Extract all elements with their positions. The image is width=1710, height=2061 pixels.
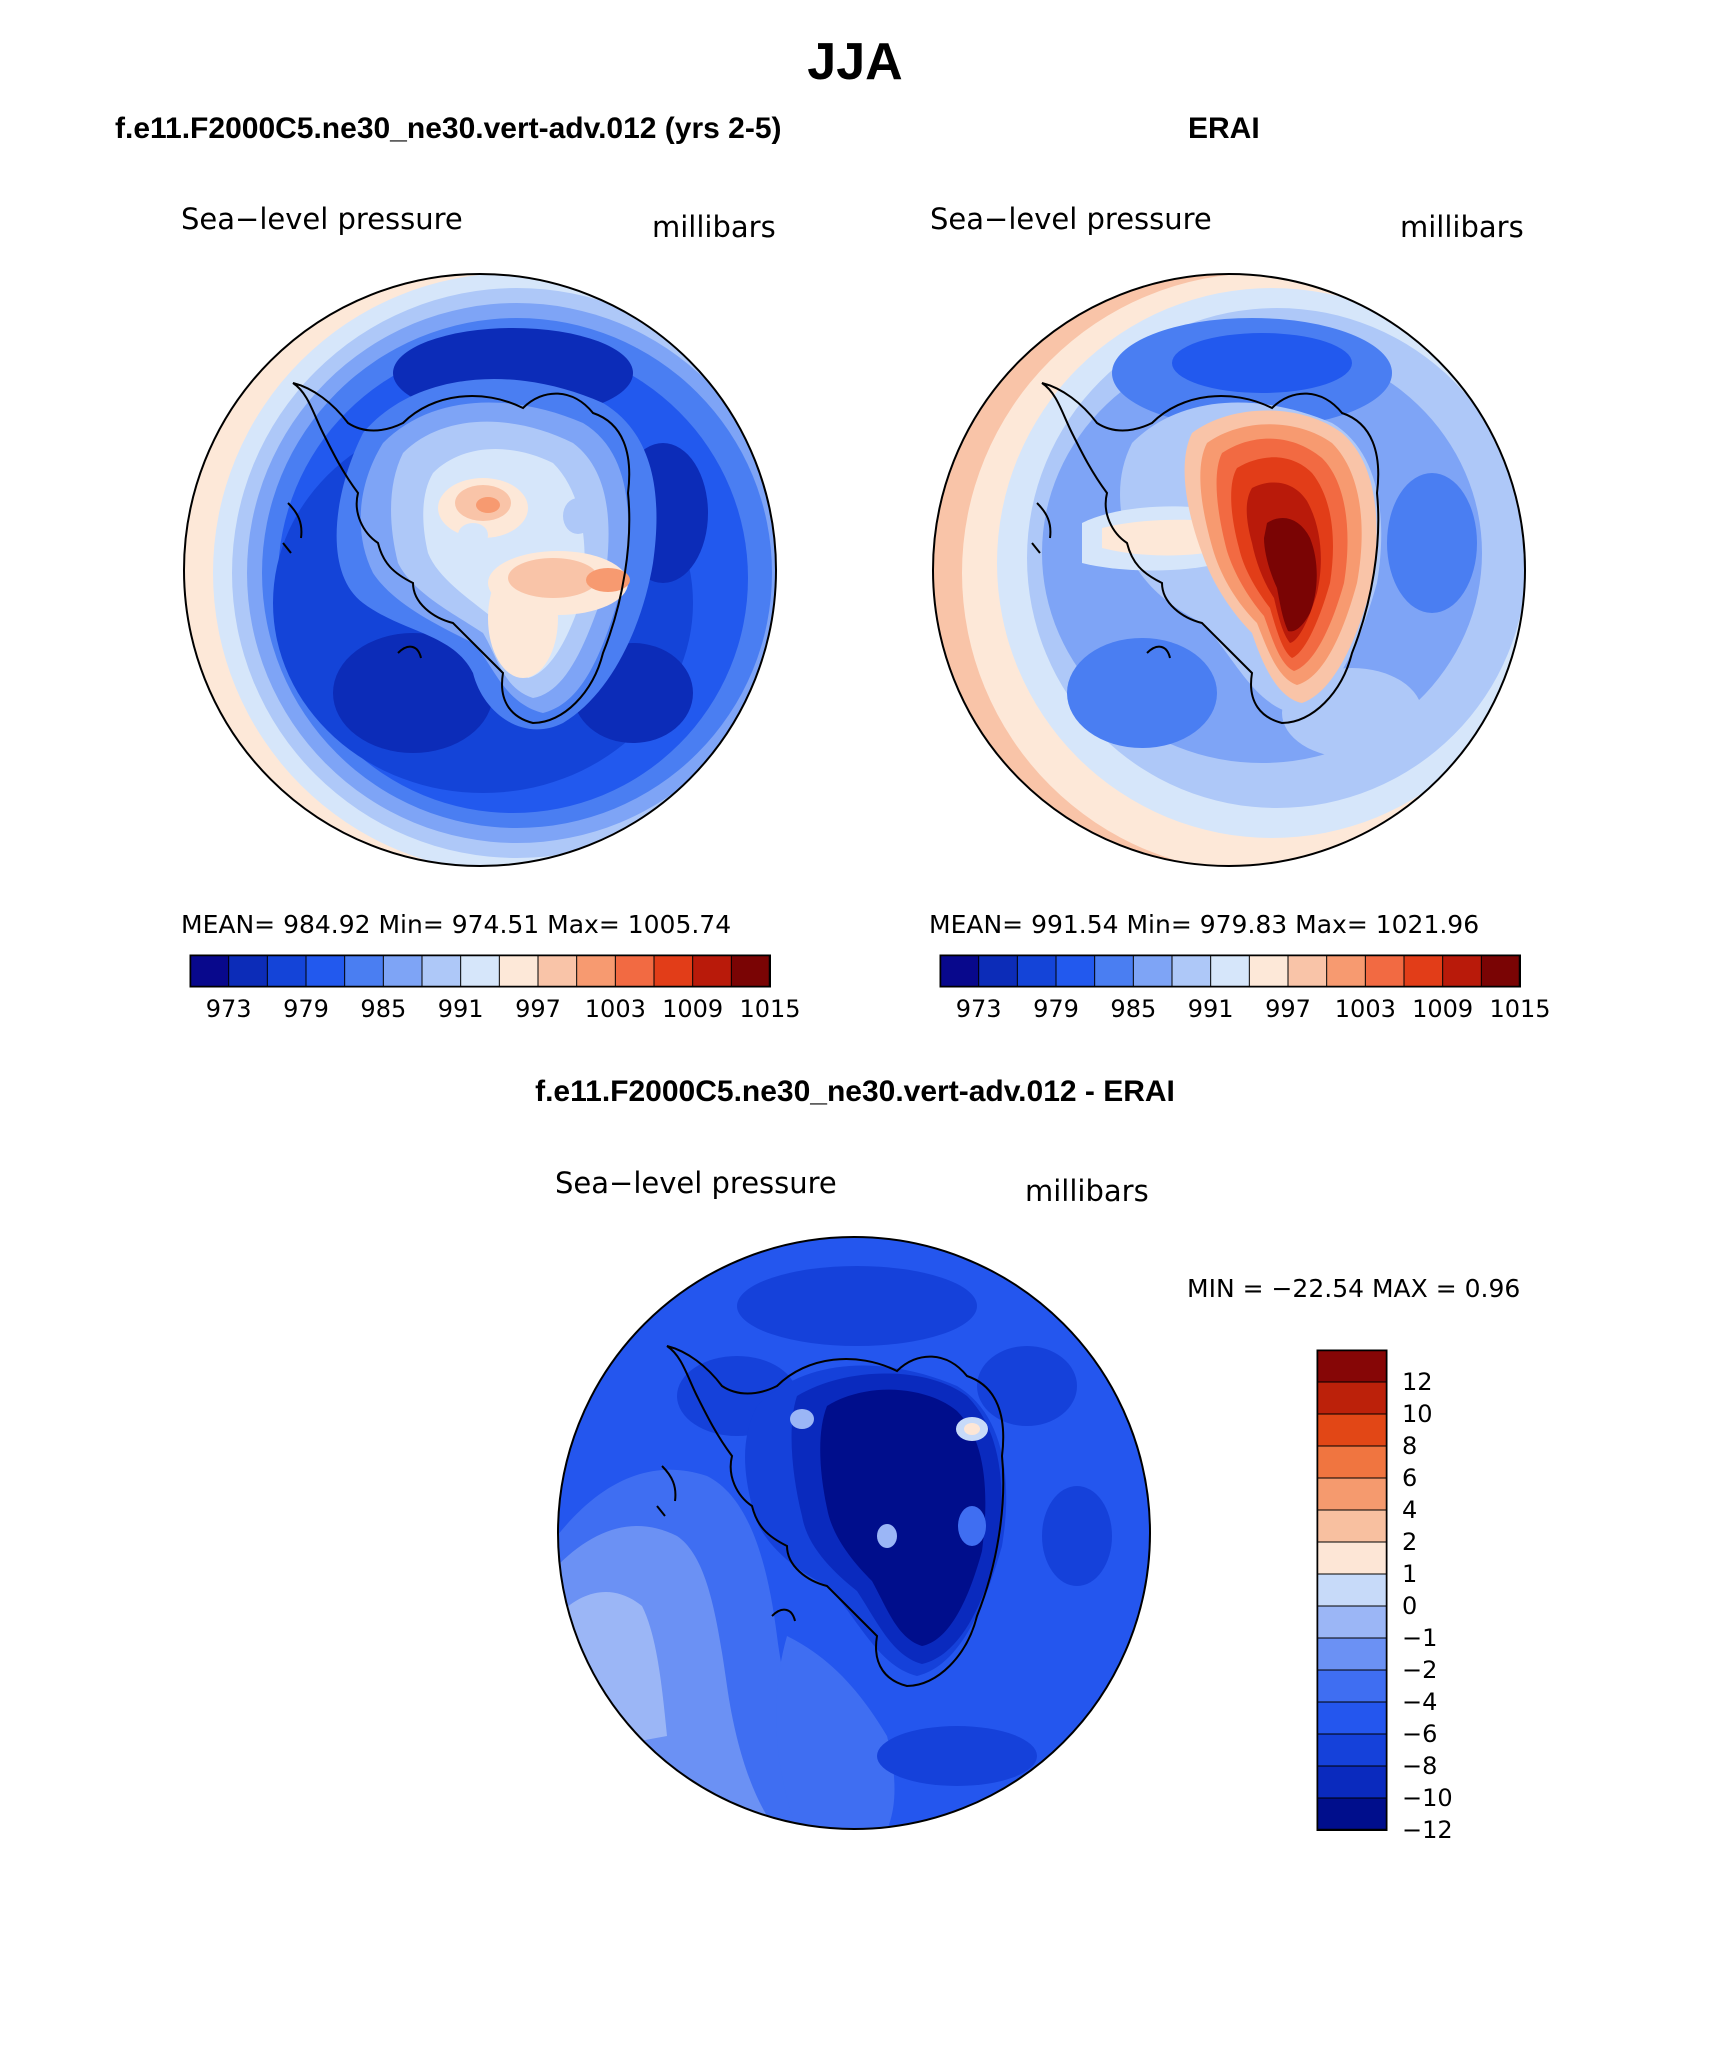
panel2-colorbar-swatch xyxy=(1442,954,1483,988)
panel2-map xyxy=(932,273,1526,867)
panel2-colorbar-swatch xyxy=(1287,954,1328,988)
panel2-colorbar xyxy=(939,954,1521,988)
panel2-colorbar-swatch xyxy=(1055,954,1096,988)
panel2-colorbar-swatch xyxy=(1364,954,1406,988)
panel3-colorbar-swatch xyxy=(1316,1637,1388,1671)
panel1-colorbar-swatch xyxy=(653,954,694,988)
panel3-colorbar-tick-label: −8 xyxy=(1402,1752,1438,1780)
panel1-colorbar-tick-label: 1015 xyxy=(739,995,801,1023)
panel2-colorbar-swatch xyxy=(1326,954,1367,988)
panel1-colorbar-swatch xyxy=(344,954,385,988)
panel3-colorbar-swatch xyxy=(1316,1797,1388,1831)
panel2-variable-label: Sea−level pressure xyxy=(930,202,1212,236)
panel2-units-label: millibars xyxy=(1400,210,1524,244)
panel1-colorbar-tick-label: 991 xyxy=(437,995,484,1023)
panel3-variable-label: Sea−level pressure xyxy=(555,1166,837,1200)
panel2-colorbar-swatch xyxy=(1132,954,1173,988)
panel3-map xyxy=(557,1236,1151,1830)
panel3-colorbar-tick-label: 0 xyxy=(1402,1592,1418,1620)
panel2-colorbar-swatch xyxy=(1210,954,1251,988)
panel1-colorbar-swatch xyxy=(189,954,230,988)
panel1-colorbar-tick-label: 985 xyxy=(360,995,407,1023)
panel3-colorbar-tick-label: 1 xyxy=(1402,1560,1418,1588)
panel3-colorbar-swatch xyxy=(1316,1701,1388,1735)
panel1-colorbar-swatch xyxy=(266,954,308,988)
panel3-colorbar-swatch xyxy=(1316,1349,1388,1383)
panel2-colorbar-tick-label: 1015 xyxy=(1489,995,1551,1023)
panel3-colorbar-tick-label: −4 xyxy=(1402,1688,1438,1716)
panel1-colorbar-swatch xyxy=(692,954,733,988)
panel3-colorbar-tick-label: 2 xyxy=(1402,1528,1418,1556)
panel3-colorbar-swatch xyxy=(1316,1445,1388,1479)
panel3-colorbar-tick-label: −6 xyxy=(1402,1720,1438,1748)
panel3-colorbar-tick-label: −10 xyxy=(1402,1784,1453,1812)
panel2-colorbar-swatch xyxy=(1248,954,1290,988)
panel3-colorbar-tick-label: 10 xyxy=(1402,1400,1433,1428)
panel2-title: ERAI xyxy=(1188,112,1260,145)
panel2-colorbar-tick-label: 991 xyxy=(1187,995,1234,1023)
panel1-colorbar-tick-label: 997 xyxy=(515,995,561,1023)
panel1-colorbar-swatch xyxy=(614,954,656,988)
panel2-colorbar-tick-label: 979 xyxy=(1033,995,1079,1023)
panel1-title: f.e11.F2000C5.ne30_ne30.vert-adv.012 (yr… xyxy=(115,112,782,145)
panel1-units-label: millibars xyxy=(652,210,776,244)
panel1-colorbar-swatch xyxy=(382,954,423,988)
panel2-colorbar-swatch xyxy=(978,954,1019,988)
panel3-units-label: millibars xyxy=(1025,1174,1149,1208)
panel3-colorbar-swatch xyxy=(1316,1381,1388,1415)
panel1-colorbar-swatch xyxy=(421,954,462,988)
panel1-colorbar-tick-label: 979 xyxy=(283,995,329,1023)
panel1-stats: MEAN= 984.92 Min= 974.51 Max= 1005.74 xyxy=(181,910,732,939)
panel3-colorbar-tick-label: 4 xyxy=(1402,1496,1418,1524)
panel3-title: f.e11.F2000C5.ne30_ne30.vert-adv.012 - E… xyxy=(535,1075,1175,1108)
panel1-colorbar-swatch xyxy=(228,954,269,988)
panel3-colorbar-swatch xyxy=(1316,1541,1388,1575)
panel2-colorbar-swatch xyxy=(1171,954,1212,988)
panel1-colorbar-swatch xyxy=(498,954,540,988)
panel3-colorbar-swatch xyxy=(1316,1573,1388,1607)
panel1-colorbar-tick-label: 1009 xyxy=(662,995,724,1023)
panel3-colorbar-swatch xyxy=(1316,1413,1388,1447)
panel1-colorbar-swatch xyxy=(305,954,346,988)
panel2-colorbar-tick-label: 997 xyxy=(1265,995,1311,1023)
panel3-colorbar-tick-label: 12 xyxy=(1402,1368,1433,1396)
panel1-colorbar-tick-label: 973 xyxy=(205,995,252,1023)
panel2-colorbar-tick-label: 973 xyxy=(955,995,1002,1023)
panel2-colorbar-tick-label: 1009 xyxy=(1412,995,1474,1023)
panel1-colorbar-swatch xyxy=(460,954,501,988)
panel1-variable-label: Sea−level pressure xyxy=(181,202,463,236)
panel3-colorbar-swatch xyxy=(1316,1605,1388,1639)
panel1-colorbar-swatch xyxy=(576,954,617,988)
panel1-colorbar-tick-label: 1003 xyxy=(584,995,646,1023)
panel3-colorbar-tick-label: 6 xyxy=(1402,1464,1418,1492)
panel2-colorbar-tick-label: 1003 xyxy=(1334,995,1396,1023)
panel3-colorbar-swatch xyxy=(1316,1765,1388,1799)
panel1-colorbar-swatch xyxy=(730,954,771,988)
panel3-colorbar-swatch xyxy=(1316,1669,1388,1703)
panel3-colorbar-tick-label: 8 xyxy=(1402,1432,1418,1460)
panel3-colorbar-swatch xyxy=(1316,1733,1388,1767)
panel3-colorbar-tick-label: −2 xyxy=(1402,1656,1438,1684)
panel2-colorbar-swatch xyxy=(1016,954,1058,988)
panel2-colorbar-swatch xyxy=(1480,954,1521,988)
panel2-colorbar-tick-label: 985 xyxy=(1110,995,1157,1023)
figure-title: JJA xyxy=(807,33,903,91)
panel1-colorbar-swatch xyxy=(537,954,578,988)
panel3-colorbar xyxy=(1316,1349,1388,1831)
panel3-colorbar-swatch xyxy=(1316,1509,1388,1543)
panel3-colorbar-tick-label: −12 xyxy=(1402,1816,1453,1844)
panel2-colorbar-swatch xyxy=(939,954,980,988)
panel2-stats: MEAN= 991.54 Min= 979.83 Max= 1021.96 xyxy=(929,910,1480,939)
panel1-map xyxy=(183,273,777,867)
panel2-colorbar-swatch xyxy=(1094,954,1135,988)
panel3-colorbar-swatch xyxy=(1316,1477,1388,1511)
panel1-colorbar xyxy=(189,954,771,988)
panel2-colorbar-swatch xyxy=(1403,954,1444,988)
panel3-stats: MIN = −22.54 MAX = 0.96 xyxy=(1187,1274,1521,1303)
panel3-colorbar-tick-label: −1 xyxy=(1402,1624,1438,1652)
